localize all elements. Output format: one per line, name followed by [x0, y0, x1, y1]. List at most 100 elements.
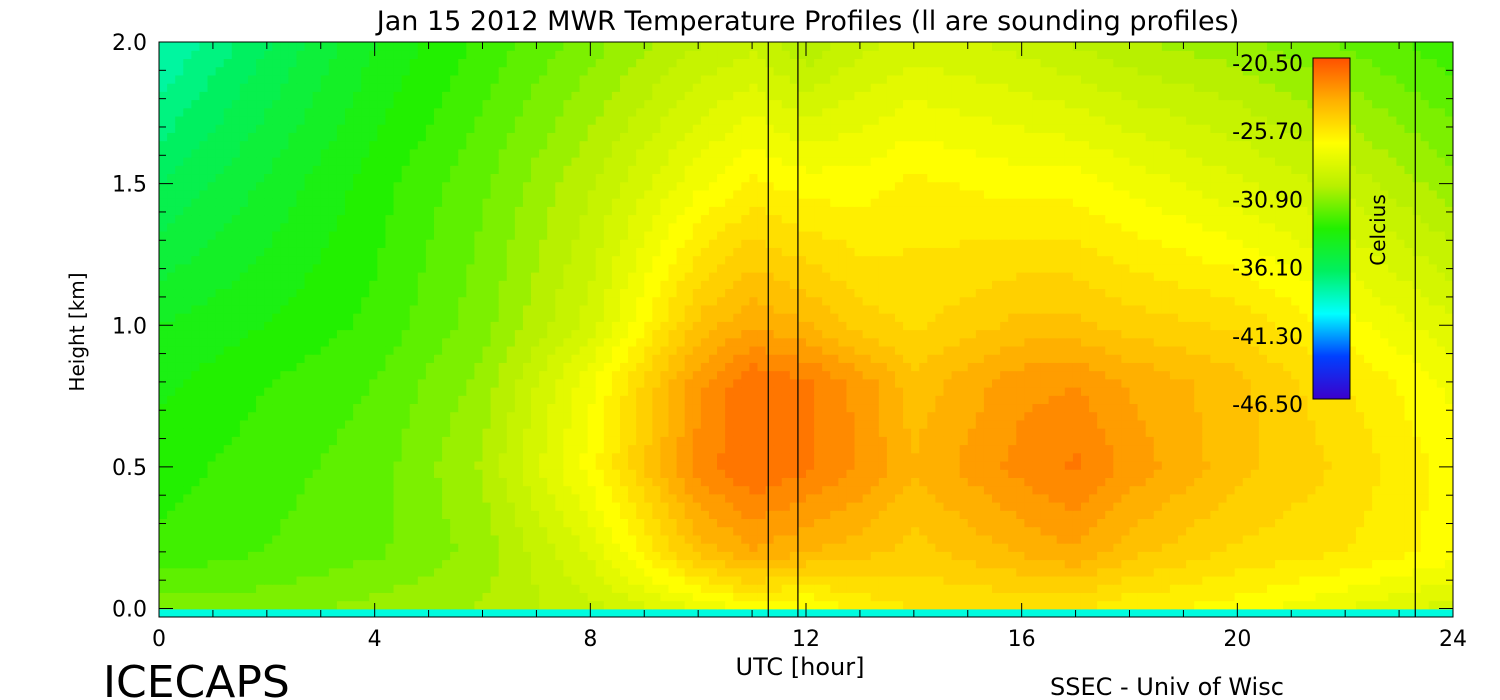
heatmap-cell — [967, 584, 977, 593]
heatmap-cell — [1404, 518, 1414, 528]
heatmap-cell — [595, 584, 605, 593]
heatmap-cell — [433, 411, 443, 421]
heatmap-cell — [191, 526, 201, 536]
heatmap-cell — [1129, 600, 1139, 610]
heatmap-cell — [959, 543, 969, 552]
heatmap-cell — [1420, 477, 1430, 487]
heatmap-cell — [199, 584, 209, 593]
heatmap-cell — [983, 411, 993, 421]
heatmap-cell — [1016, 518, 1025, 528]
heatmap-cell — [741, 534, 750, 544]
heatmap-cell — [797, 575, 807, 585]
heatmap-cell — [1202, 510, 1211, 520]
heatmap-cell — [1202, 469, 1211, 478]
heatmap-cell — [1097, 387, 1106, 396]
heatmap-cell — [353, 395, 362, 405]
heatmap-cell — [822, 419, 831, 429]
heatmap-cell — [482, 493, 492, 503]
heatmap-cell — [1242, 608, 1252, 617]
heatmap-cell — [1323, 543, 1333, 552]
heatmap-cell — [903, 567, 912, 577]
heatmap-cell — [474, 485, 484, 495]
heatmap-cell — [175, 518, 184, 528]
heatmap-cell — [911, 378, 920, 388]
heatmap-cell — [1072, 502, 1082, 511]
heatmap-cell — [886, 551, 896, 561]
heatmap-cell — [1097, 559, 1106, 569]
heatmap-cell — [700, 370, 710, 380]
heatmap-cell — [1380, 436, 1389, 446]
heatmap-cell — [1444, 584, 1453, 593]
heatmap-cell — [814, 403, 823, 413]
heatmap-cell — [894, 567, 904, 577]
heatmap-cell — [919, 600, 928, 610]
heatmap-cell — [587, 534, 597, 544]
heatmap-cell — [1258, 600, 1268, 610]
heatmap-cell — [1113, 436, 1123, 446]
heatmap-cell — [328, 575, 338, 585]
heatmap-cell — [652, 395, 662, 405]
heatmap-cell — [1202, 395, 1211, 405]
heatmap-cell — [215, 559, 225, 569]
heatmap-cell — [1178, 493, 1187, 503]
heatmap-cell — [951, 362, 961, 372]
heatmap-cell — [1040, 584, 1050, 593]
heatmap-cell — [482, 477, 492, 487]
heatmap-cell — [1032, 403, 1042, 413]
heatmap-cell — [846, 436, 856, 446]
heatmap-cell — [725, 526, 734, 536]
heatmap-cell — [935, 452, 945, 462]
heatmap-cell — [490, 444, 500, 454]
heatmap-cell — [531, 518, 540, 528]
heatmap-cell — [619, 370, 629, 380]
heatmap-cell — [433, 370, 443, 380]
heatmap-cell — [684, 419, 694, 429]
heatmap-cell — [1275, 419, 1284, 429]
heatmap-cell — [781, 477, 791, 487]
heatmap-cell — [943, 608, 953, 617]
heatmap-cell — [320, 477, 330, 487]
heatmap-cell — [1072, 567, 1082, 577]
heatmap-cell — [280, 395, 289, 405]
heatmap-cell — [328, 559, 338, 569]
heatmap-cell — [304, 543, 314, 552]
heatmap-cell — [1355, 370, 1365, 380]
heatmap-cell — [1218, 559, 1228, 569]
heatmap-cell — [725, 362, 734, 372]
heatmap-cell — [1404, 444, 1414, 454]
heatmap-cell — [822, 395, 831, 405]
heatmap-cell — [1064, 567, 1074, 577]
heatmap-cell — [1210, 567, 1220, 577]
heatmap-cell — [797, 477, 807, 487]
heatmap-cell — [482, 411, 492, 421]
heatmap-cell — [506, 436, 516, 446]
heatmap-cell — [943, 395, 953, 405]
heatmap-cell — [539, 575, 548, 585]
heatmap-cell — [191, 567, 201, 577]
heatmap-cell — [830, 477, 839, 487]
heatmap-cell — [1000, 428, 1009, 437]
heatmap-cell — [717, 543, 726, 552]
heatmap-cell — [1137, 543, 1147, 552]
heatmap-cell — [223, 485, 233, 495]
heatmap-cell — [1444, 567, 1453, 577]
heatmap-cell — [1218, 411, 1228, 421]
heatmap-cell — [450, 543, 459, 552]
heatmap-cell — [676, 362, 686, 372]
heatmap-cell — [353, 485, 362, 495]
heatmap-cell — [733, 460, 742, 470]
heatmap-cell — [636, 378, 645, 388]
heatmap-cell — [563, 567, 573, 577]
heatmap-cell — [870, 600, 880, 610]
heatmap-cell — [1024, 608, 1034, 617]
heatmap-cell — [1258, 485, 1268, 495]
heatmap-cell — [595, 436, 605, 446]
heatmap-cell — [1242, 551, 1252, 561]
heatmap-cell — [919, 387, 928, 396]
heatmap-cell — [369, 452, 378, 462]
heatmap-cell — [692, 403, 702, 413]
heatmap-cell — [1355, 403, 1365, 413]
heatmap-cell — [409, 600, 419, 610]
heatmap-cell — [1380, 551, 1389, 561]
heatmap-cell — [814, 370, 823, 380]
